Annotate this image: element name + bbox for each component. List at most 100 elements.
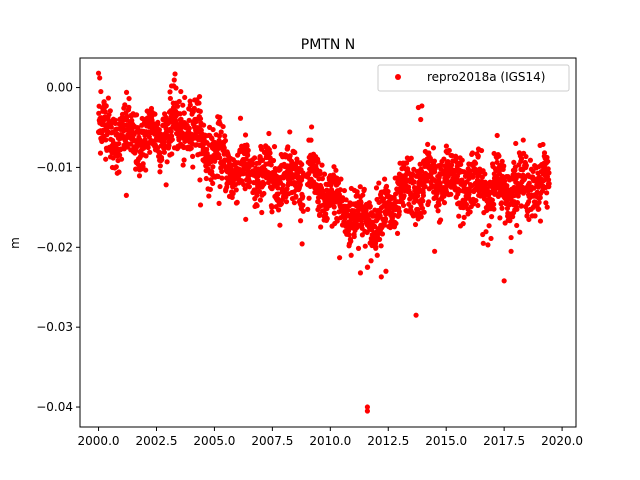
data-point — [269, 209, 275, 215]
data-point — [284, 186, 290, 192]
data-point — [478, 147, 485, 154]
data-point — [254, 192, 260, 198]
data-point — [420, 192, 427, 199]
data-point — [541, 150, 548, 156]
data-point — [540, 141, 546, 148]
data-point — [501, 278, 507, 284]
data-point — [297, 200, 303, 206]
data-point — [491, 201, 497, 207]
data-point — [126, 95, 132, 102]
data-point — [351, 233, 357, 240]
data-point — [257, 197, 263, 203]
data-point — [381, 176, 388, 182]
data-point — [163, 182, 169, 188]
data-point — [463, 201, 470, 208]
data-point — [523, 153, 529, 160]
data-point — [305, 206, 311, 212]
data-point — [241, 181, 247, 188]
data-point — [191, 105, 197, 111]
data-point — [187, 98, 193, 104]
data-point — [537, 218, 544, 224]
data-point — [338, 176, 344, 182]
data-point — [331, 204, 337, 210]
data-point — [418, 214, 424, 220]
data-point — [425, 160, 431, 166]
data-point — [376, 236, 383, 242]
data-point — [530, 168, 536, 175]
data-point — [383, 183, 390, 189]
data-point — [319, 176, 325, 182]
data-point — [145, 144, 151, 151]
data-point — [543, 200, 549, 206]
data-point — [180, 102, 186, 108]
data-point — [364, 408, 370, 414]
data-point — [467, 188, 473, 194]
data-point — [219, 175, 225, 181]
data-point — [118, 156, 125, 162]
data-point — [432, 248, 438, 254]
data-point — [382, 216, 389, 222]
x-tick-label: 2007.5 — [251, 434, 293, 448]
data-point — [271, 144, 278, 150]
data-point — [514, 222, 520, 229]
data-point — [458, 161, 464, 168]
x-tick-label: 2020.0 — [541, 434, 583, 448]
data-point — [386, 206, 392, 212]
data-point — [112, 120, 118, 126]
data-point — [97, 150, 104, 156]
data-point — [372, 224, 378, 230]
data-point — [494, 159, 500, 165]
y-tick-label: −0.01 — [36, 160, 73, 174]
data-point — [155, 119, 161, 126]
data-point — [341, 187, 348, 194]
data-point — [256, 188, 263, 195]
data-point — [246, 184, 252, 190]
data-point — [396, 208, 402, 215]
data-point — [209, 135, 215, 142]
data-point — [254, 203, 260, 209]
data-point — [323, 211, 329, 217]
data-point — [161, 149, 167, 155]
data-point — [177, 111, 183, 117]
data-point — [545, 166, 551, 172]
data-point — [237, 115, 244, 121]
data-point — [348, 252, 354, 258]
x-tick-label: 2000.0 — [78, 434, 120, 448]
data-point — [266, 130, 272, 137]
y-axis-label: m — [8, 237, 22, 249]
data-point — [459, 157, 465, 163]
data-point — [518, 156, 525, 162]
data-point — [346, 232, 352, 238]
data-point — [443, 148, 449, 155]
x-tick-label: 2012.5 — [367, 434, 409, 448]
data-point — [164, 159, 170, 165]
data-point — [167, 95, 173, 102]
data-point — [331, 210, 337, 216]
data-point — [206, 193, 212, 199]
data-point — [157, 169, 163, 175]
data-point — [441, 200, 448, 206]
data-point — [174, 103, 181, 109]
data-point — [172, 71, 178, 77]
data-point — [196, 100, 202, 106]
data-point — [544, 154, 550, 161]
data-point — [242, 132, 249, 138]
data-point — [421, 209, 427, 215]
data-point — [355, 245, 362, 251]
data-point — [306, 195, 312, 201]
chart-title: PMTN N — [301, 37, 355, 53]
data-point — [527, 157, 534, 163]
data-point — [123, 89, 130, 95]
data-point — [181, 157, 187, 163]
data-point — [472, 160, 479, 166]
data-point — [103, 156, 109, 162]
y-axis-ticks: 0.00 −0.01 −0.02 −0.03 −0.04 — [36, 81, 80, 414]
data-point — [523, 162, 529, 169]
data-point — [469, 150, 476, 156]
data-point — [526, 199, 532, 205]
data-point — [110, 137, 116, 144]
legend: repro2018a (IGS14) — [377, 64, 570, 92]
data-point — [105, 95, 111, 101]
data-point — [418, 116, 424, 123]
data-point — [379, 231, 386, 237]
